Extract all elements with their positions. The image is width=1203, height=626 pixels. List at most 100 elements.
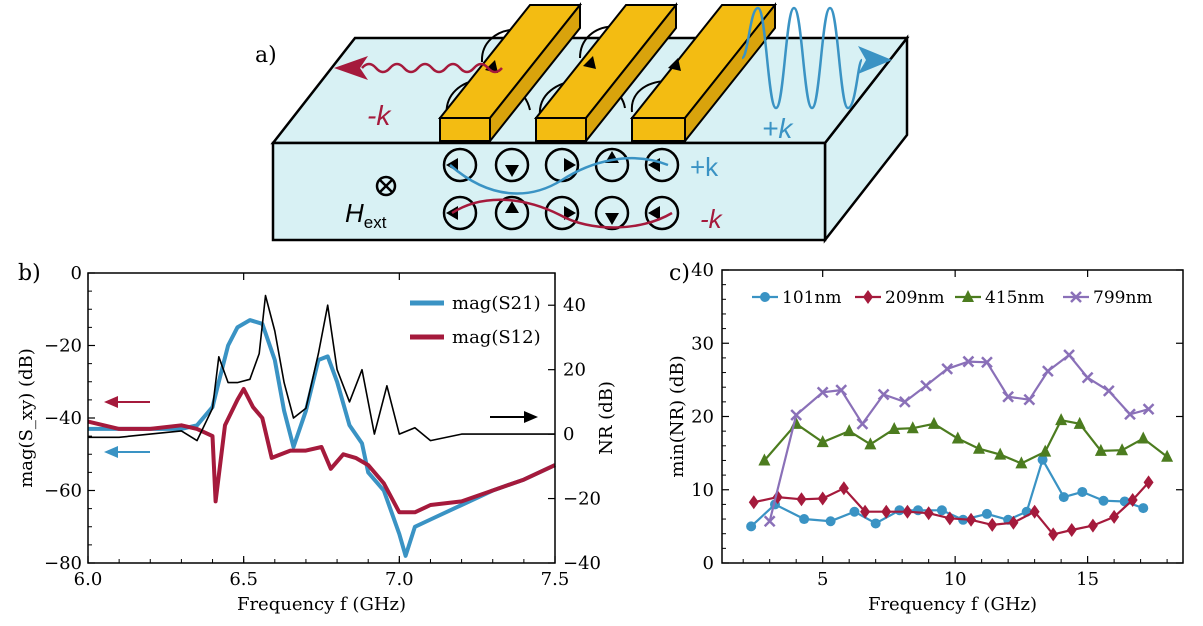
marker-circle bbox=[746, 521, 757, 532]
y-tick-label: −20 bbox=[44, 336, 82, 357]
y-tick-label: 30 bbox=[691, 333, 714, 354]
marker-x bbox=[941, 363, 954, 375]
marker-x-stroke bbox=[1041, 365, 1054, 377]
x-axis-label: Frequency f (GHz) bbox=[868, 594, 1037, 615]
minus-k-label-bot: -k bbox=[700, 204, 724, 234]
marker-x bbox=[1023, 393, 1036, 406]
panel-label-b: b) bbox=[18, 261, 41, 286]
marker-x bbox=[877, 388, 890, 401]
minus-k-arrow-top bbox=[334, 56, 368, 80]
marker-circle bbox=[760, 292, 770, 302]
plus-k-arrow-top bbox=[858, 46, 892, 74]
marker-x bbox=[763, 515, 776, 528]
marker-circle bbox=[1058, 492, 1069, 503]
marker-x-stroke bbox=[1002, 390, 1015, 403]
x-tick-label: 7.0 bbox=[385, 569, 414, 590]
plus-k-label-mid: +k bbox=[690, 152, 719, 182]
marker-diamond bbox=[860, 504, 871, 519]
marker-circle bbox=[1037, 454, 1048, 465]
marker-triangle bbox=[843, 424, 856, 437]
plus-k-wave-mid bbox=[449, 157, 669, 195]
series-line-s12 bbox=[87, 387, 556, 515]
marker-triangle bbox=[816, 435, 829, 448]
marker-x-stroke bbox=[816, 386, 829, 399]
marker-x-stroke bbox=[877, 388, 890, 401]
marker-triangle bbox=[906, 421, 919, 434]
marker-x-stroke bbox=[1124, 408, 1136, 421]
y-right-tick-label: −40 bbox=[563, 553, 601, 574]
x-tick-label: 15 bbox=[1076, 569, 1099, 590]
plus-k-label-top: +k bbox=[762, 113, 794, 144]
y-tick-label: 40 bbox=[691, 260, 714, 281]
marker-diamond bbox=[1008, 515, 1019, 530]
marker-x-stroke bbox=[920, 379, 932, 392]
marker-circle bbox=[799, 514, 810, 525]
y-right-axis-label: NR (dB) bbox=[596, 381, 617, 455]
marker-circle bbox=[1077, 486, 1088, 497]
marker-circle bbox=[936, 505, 947, 516]
series-line-s21 bbox=[88, 318, 556, 558]
marker-x bbox=[920, 379, 932, 392]
marker-x-stroke bbox=[1070, 291, 1082, 303]
legend-label: 209nm bbox=[885, 288, 945, 308]
marker-x-stroke bbox=[763, 515, 776, 528]
h-ext-sub: ext bbox=[364, 213, 387, 232]
marker-diamond bbox=[944, 511, 955, 526]
marker-diamond bbox=[838, 481, 849, 496]
marker-x bbox=[898, 395, 911, 408]
marker-x-stroke bbox=[835, 384, 848, 397]
marker-triangle bbox=[927, 416, 940, 429]
marker-triangle bbox=[994, 447, 1007, 460]
x-tick-label: 6.0 bbox=[74, 569, 103, 590]
minus-k-wave-top bbox=[361, 62, 503, 74]
marker-triangle bbox=[758, 453, 771, 466]
marker-diamond bbox=[863, 290, 873, 304]
y-tick-label: 10 bbox=[691, 480, 714, 501]
panel-label-a: a) bbox=[255, 43, 277, 68]
marker-x bbox=[790, 409, 803, 421]
y-axis-label: min(NR) (dB) bbox=[667, 355, 688, 477]
marker-x-stroke bbox=[962, 355, 975, 368]
marker-circle bbox=[825, 516, 836, 527]
marker-diamond bbox=[1127, 493, 1138, 508]
marker-circle bbox=[1098, 495, 1109, 506]
x-tick-label: 6.5 bbox=[229, 569, 258, 590]
x-tick-label: 10 bbox=[944, 569, 967, 590]
marker-diamond bbox=[1048, 527, 1059, 542]
antenna-3 bbox=[629, 2, 778, 144]
y-tick-label: −80 bbox=[44, 553, 82, 574]
device-diagram: -k +k +k -k bbox=[270, 2, 910, 244]
marker-triangle bbox=[1073, 416, 1086, 429]
panel-c-chart: 5101520010203040Frequency f (GHz)min(NR)… bbox=[667, 260, 1184, 615]
marker-diamond bbox=[923, 506, 934, 521]
marker-x-stroke bbox=[1023, 393, 1036, 406]
marker-x bbox=[1102, 384, 1115, 397]
marker-x bbox=[816, 386, 829, 399]
marker-circle bbox=[1138, 503, 1149, 514]
marker-x-stroke bbox=[1063, 349, 1075, 361]
y-right-tick-label: 0 bbox=[563, 424, 574, 445]
x-tick-label: 7.5 bbox=[541, 569, 570, 590]
annotation-arrow-head bbox=[104, 446, 118, 458]
marker-diamond bbox=[1143, 475, 1154, 490]
marker-x bbox=[962, 355, 975, 368]
marker-x-stroke bbox=[941, 363, 954, 375]
marker-circle bbox=[849, 506, 860, 517]
marker-diamond bbox=[1029, 504, 1040, 519]
h-ext-label: Hext bbox=[345, 198, 387, 232]
y-right-tick-label: −20 bbox=[563, 489, 601, 510]
marker-triangle bbox=[1137, 431, 1150, 444]
marker-triangle bbox=[1015, 456, 1028, 469]
marker-diamond bbox=[987, 517, 998, 532]
marker-triangle bbox=[1094, 443, 1107, 456]
marker-diamond bbox=[1109, 509, 1120, 524]
antenna-2 bbox=[533, 2, 679, 144]
marker-x bbox=[835, 384, 848, 397]
marker-x bbox=[1063, 349, 1075, 361]
legend-label: 101nm bbox=[782, 288, 842, 308]
marker-x-stroke bbox=[1102, 384, 1115, 397]
marker-x-stroke bbox=[981, 356, 993, 369]
marker-x-stroke bbox=[1081, 371, 1094, 384]
plot-frame bbox=[87, 272, 556, 564]
